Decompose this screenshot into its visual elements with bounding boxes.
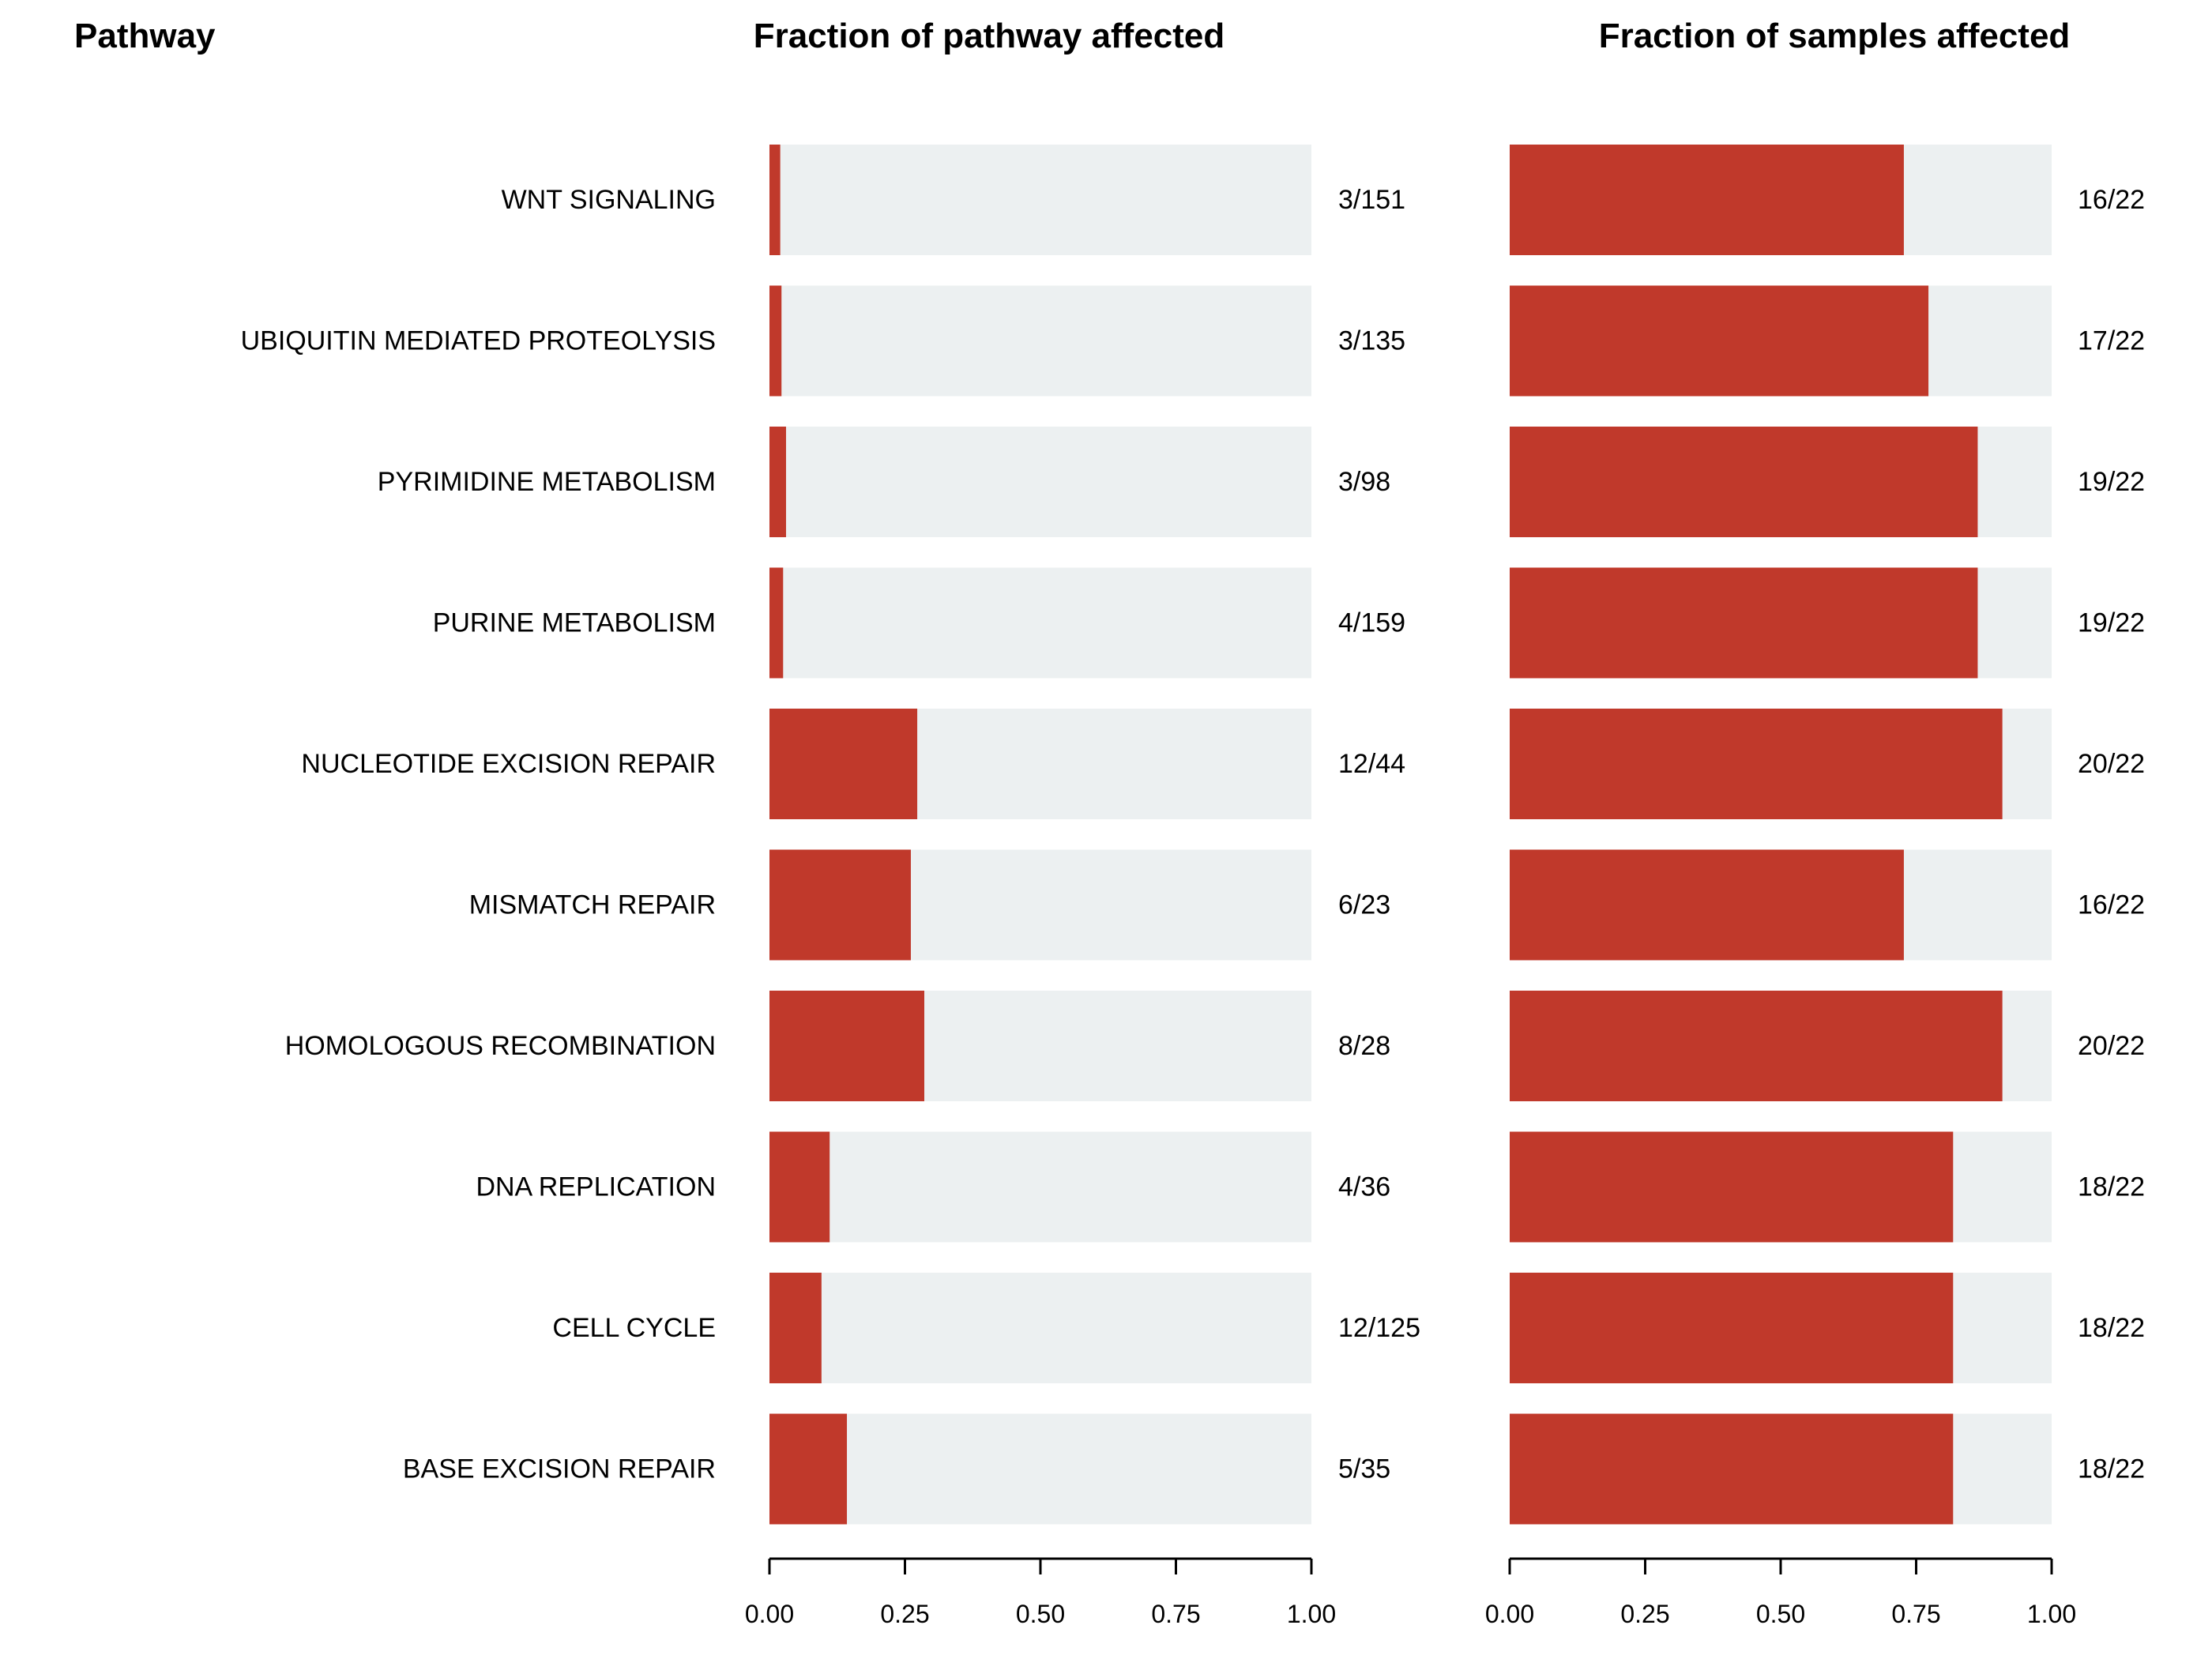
category-label: HOMOLOGOUS RECOMBINATION [285, 1031, 716, 1061]
bar [769, 567, 784, 679]
bar [1510, 1273, 1954, 1383]
data-label: 19/22 [2078, 467, 2145, 497]
x-tick-label: 0.75 [1891, 1600, 1940, 1628]
bar [769, 849, 911, 961]
bar [1510, 991, 2003, 1101]
x-tick-label: 0.00 [745, 1600, 794, 1628]
category-label: PYRIMIDINE METABOLISM [378, 467, 716, 497]
category-label: NUCLEOTIDE EXCISION REPAIR [301, 749, 716, 779]
bar [1510, 1131, 1954, 1243]
data-label: 12/125 [1338, 1313, 1420, 1343]
bar-background [769, 427, 1311, 537]
bar [769, 427, 786, 537]
pathway-header: Pathway [74, 17, 216, 55]
bar [1510, 849, 1904, 961]
bar-background [769, 145, 1311, 255]
x-tick-label: 0.50 [1016, 1600, 1065, 1628]
plot-layer: WNT SIGNALING UBIQUITIN MEDIATED PROTEOLY… [241, 145, 2145, 1628]
category-label: MISMATCH REPAIR [469, 890, 716, 920]
x-tick-label: 0.25 [880, 1600, 929, 1628]
data-label: 19/22 [2078, 608, 2145, 638]
x-tick-label: 0.50 [1756, 1600, 1805, 1628]
panel-right-title: Fraction of samples affected [1599, 17, 2071, 55]
category-label: PURINE METABOLISM [433, 608, 716, 638]
bar [1510, 145, 1904, 255]
data-label: 4/36 [1338, 1172, 1390, 1202]
bar [769, 1413, 848, 1525]
data-label: 18/22 [2078, 1313, 2145, 1343]
data-label: 5/35 [1338, 1454, 1390, 1484]
panel-left-title: Fraction of pathway affected [754, 17, 1225, 55]
data-label: 12/44 [1338, 749, 1405, 779]
bar-background [769, 1413, 1311, 1525]
bar [769, 145, 781, 255]
category-label: UBIQUITIN MEDIATED PROTEOLYSIS [241, 326, 716, 356]
data-label: 17/22 [2078, 326, 2145, 356]
category-label: CELL CYCLE [552, 1313, 716, 1343]
bar [769, 285, 782, 397]
bar-background [769, 1131, 1311, 1243]
bar [769, 1273, 822, 1383]
x-tick-label: 0.25 [1620, 1600, 1669, 1628]
data-label: 8/28 [1338, 1031, 1390, 1061]
data-label: 16/22 [2078, 185, 2145, 215]
bar [1510, 1413, 1954, 1525]
bar [769, 991, 924, 1101]
data-label: 3/98 [1338, 467, 1390, 497]
x-tick-label: 0.75 [1151, 1600, 1200, 1628]
bar [1510, 709, 2003, 819]
data-label: 20/22 [2078, 749, 2145, 779]
data-label: 18/22 [2078, 1172, 2145, 1202]
bar-background [769, 1273, 1311, 1383]
bar-background [769, 285, 1311, 397]
x-tick-label: 1.00 [1287, 1600, 1336, 1628]
bar [1510, 285, 1929, 397]
x-tick-label: 1.00 [2027, 1600, 2076, 1628]
bar-background [769, 567, 1311, 679]
category-label: DNA REPLICATION [476, 1172, 716, 1202]
data-label: 3/135 [1338, 326, 1405, 356]
bar [769, 1131, 830, 1243]
data-label: 16/22 [2078, 890, 2145, 920]
bar [1510, 427, 1978, 537]
category-label: BASE EXCISION REPAIR [403, 1454, 716, 1484]
data-label: 4/159 [1338, 608, 1405, 638]
bar [1510, 567, 1978, 679]
category-label: WNT SIGNALING [502, 185, 716, 215]
data-label: 6/23 [1338, 890, 1390, 920]
data-label: 20/22 [2078, 1031, 2145, 1061]
bar [769, 709, 918, 819]
data-label: 3/151 [1338, 185, 1405, 215]
data-label: 18/22 [2078, 1454, 2145, 1484]
x-tick-label: 0.00 [1485, 1600, 1534, 1628]
